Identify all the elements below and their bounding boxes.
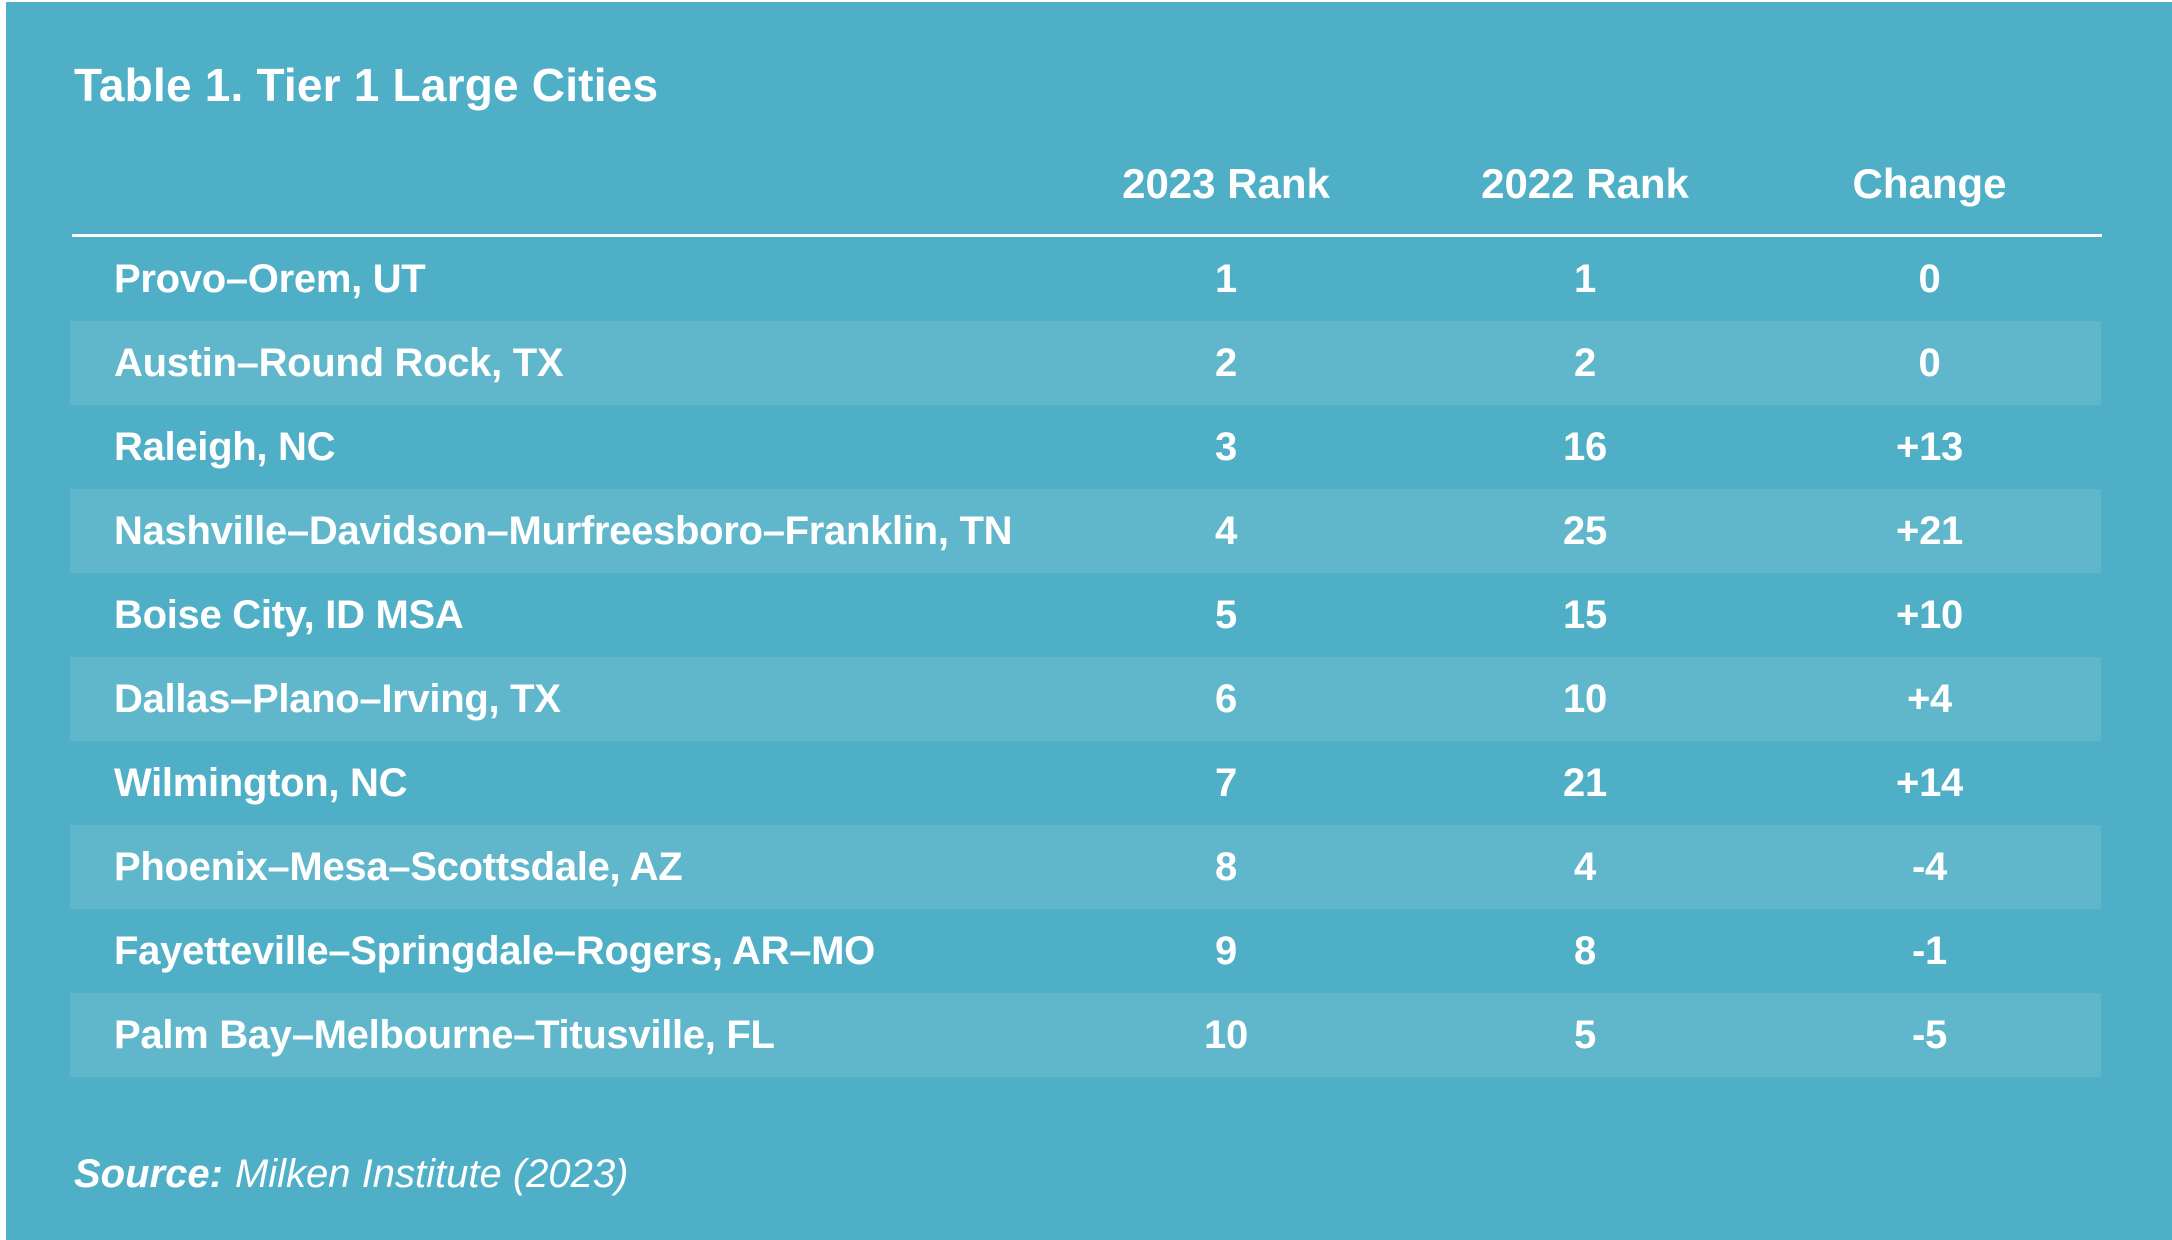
change-cell: 0 xyxy=(1918,340,1941,385)
city-cell: Provo–Orem, UT xyxy=(114,256,426,301)
city-cell: Raleigh, NC xyxy=(114,424,336,469)
table-row: Dallas–Plano–Irving, TX 6 10 +4 xyxy=(70,657,2101,741)
rank-2022-cell: 4 xyxy=(1574,844,1596,889)
table-row: Austin–Round Rock, TX 2 2 0 xyxy=(70,321,2101,405)
source-text: Milken Institute (2023) xyxy=(234,1152,629,1196)
rank-2022-cell: 8 xyxy=(1574,928,1596,973)
rank-2022-cell: 15 xyxy=(1563,592,1607,637)
table-row: Provo–Orem, UT 1 1 0 xyxy=(70,237,2101,321)
source-label: Source: xyxy=(74,1152,223,1196)
table-body: Provo–Orem, UT 1 1 0 Austin–Round Rock, … xyxy=(70,237,2101,1077)
table-row: Raleigh, NC 3 16 +13 xyxy=(70,405,2101,489)
city-cell: Palm Bay–Melbourne–Titusville, FL xyxy=(114,1012,775,1057)
city-cell: Fayetteville–Springdale–Rogers, AR–MO xyxy=(114,928,875,973)
rank-2022-cell: 1 xyxy=(1574,256,1596,301)
rank-2023-cell: 4 xyxy=(1215,508,1237,553)
table-row: Phoenix–Mesa–Scottsdale, AZ 8 4 -4 xyxy=(70,825,2101,909)
change-cell: +10 xyxy=(1896,592,1963,637)
change-cell: -5 xyxy=(1912,1012,1947,1057)
change-cell: +4 xyxy=(1906,676,1952,721)
rank-2023-cell: 9 xyxy=(1215,928,1237,973)
table-title: Table 1. Tier 1 Large Cities xyxy=(74,59,659,111)
rank-2022-cell: 25 xyxy=(1563,508,1607,553)
change-cell: 0 xyxy=(1918,256,1941,301)
rank-2023-cell: 8 xyxy=(1215,844,1237,889)
city-cell: Nashville–Davidson–Murfreesboro–Franklin… xyxy=(114,508,1013,553)
rank-2023-cell: 7 xyxy=(1215,760,1237,805)
column-header-2023-rank: 2023 Rank xyxy=(1122,160,1330,207)
column-header-change: Change xyxy=(1852,160,2007,207)
city-cell: Boise City, ID MSA xyxy=(114,592,464,637)
rank-2023-cell: 6 xyxy=(1215,676,1237,721)
rank-2023-cell: 1 xyxy=(1215,256,1237,301)
city-cell: Phoenix–Mesa–Scottsdale, AZ xyxy=(114,844,683,889)
source-note: Source: Milken Institute (2023) xyxy=(74,1152,628,1197)
table-row: Boise City, ID MSA 5 15 +10 xyxy=(70,573,2101,657)
city-cell: Dallas–Plano–Irving, TX xyxy=(114,676,561,721)
city-cell: Austin–Round Rock, TX xyxy=(114,340,564,385)
change-cell: -4 xyxy=(1912,844,1947,889)
rank-2023-cell: 3 xyxy=(1215,424,1237,469)
rank-2023-cell: 10 xyxy=(1204,1012,1248,1057)
city-cell: Wilmington, NC xyxy=(114,760,408,805)
change-cell: -1 xyxy=(1912,928,1947,973)
rank-2023-cell: 2 xyxy=(1215,340,1237,385)
column-header-2022-rank: 2022 Rank xyxy=(1481,160,1689,207)
header-rule xyxy=(72,234,2102,237)
table-row: Fayetteville–Springdale–Rogers, AR–MO 9 … xyxy=(70,909,2101,993)
rank-2022-cell: 5 xyxy=(1574,1012,1596,1057)
table-row: Nashville–Davidson–Murfreesboro–Franklin… xyxy=(70,489,2101,573)
change-cell: +21 xyxy=(1896,508,1963,553)
table-row: Wilmington, NC 7 21 +14 xyxy=(70,741,2101,825)
rank-2022-cell: 16 xyxy=(1563,424,1607,469)
rank-2022-cell: 2 xyxy=(1574,340,1596,385)
change-cell: +13 xyxy=(1896,424,1963,469)
rank-2022-cell: 10 xyxy=(1563,676,1607,721)
rank-2022-cell: 21 xyxy=(1563,760,1607,805)
table-header-row: 2023 Rank 2022 Rank Change xyxy=(70,136,2101,232)
rank-2023-cell: 5 xyxy=(1215,592,1237,637)
table-card: Table 1. Tier 1 Large Cities 2023 Rank 2… xyxy=(6,2,2172,1240)
table-row: Palm Bay–Melbourne–Titusville, FL 10 5 -… xyxy=(70,993,2101,1077)
change-cell: +14 xyxy=(1896,760,1963,805)
